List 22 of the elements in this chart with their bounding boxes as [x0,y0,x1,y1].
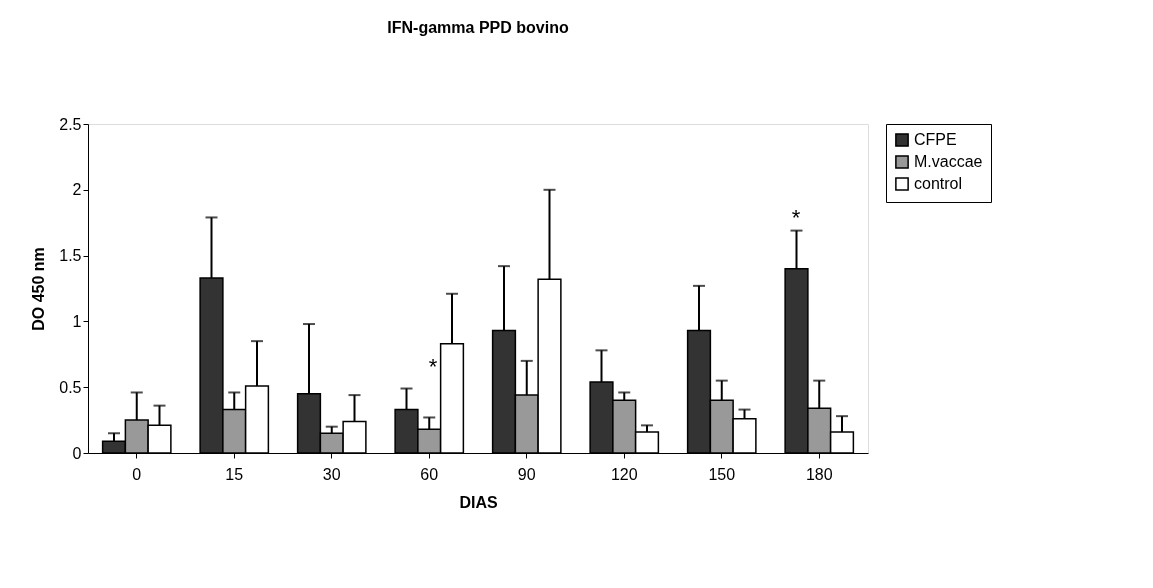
y-tick-label: 0.5 [59,378,82,396]
x-axis-title: DIAS [459,493,498,511]
y-axis-title: DO 450 nm [30,247,48,331]
chart-title: IFN-gamma PPD bovino [387,19,569,36]
y-tick-label: 1 [72,312,82,330]
legend-label: M.vaccae [914,153,983,170]
y-tick-label: 2.5 [59,115,82,133]
x-tick-label: 15 [225,465,244,483]
y-tick-label: 2 [72,181,82,199]
x-tick-label: 60 [420,465,439,483]
x-tick-label: 180 [805,465,833,483]
legend-label: CFPE [914,131,957,148]
x-tick-label: 30 [322,465,341,483]
x-tick-label: 90 [517,465,536,483]
legend-label: control [914,175,963,192]
y-tick-label: 0 [72,444,82,462]
annotation: * [791,205,801,230]
annotation: * [428,354,438,379]
x-tick-label: 150 [708,465,736,483]
x-tick-label: 0 [132,465,142,483]
y-tick-label: 1.5 [59,247,82,265]
x-tick-label: 120 [610,465,638,483]
